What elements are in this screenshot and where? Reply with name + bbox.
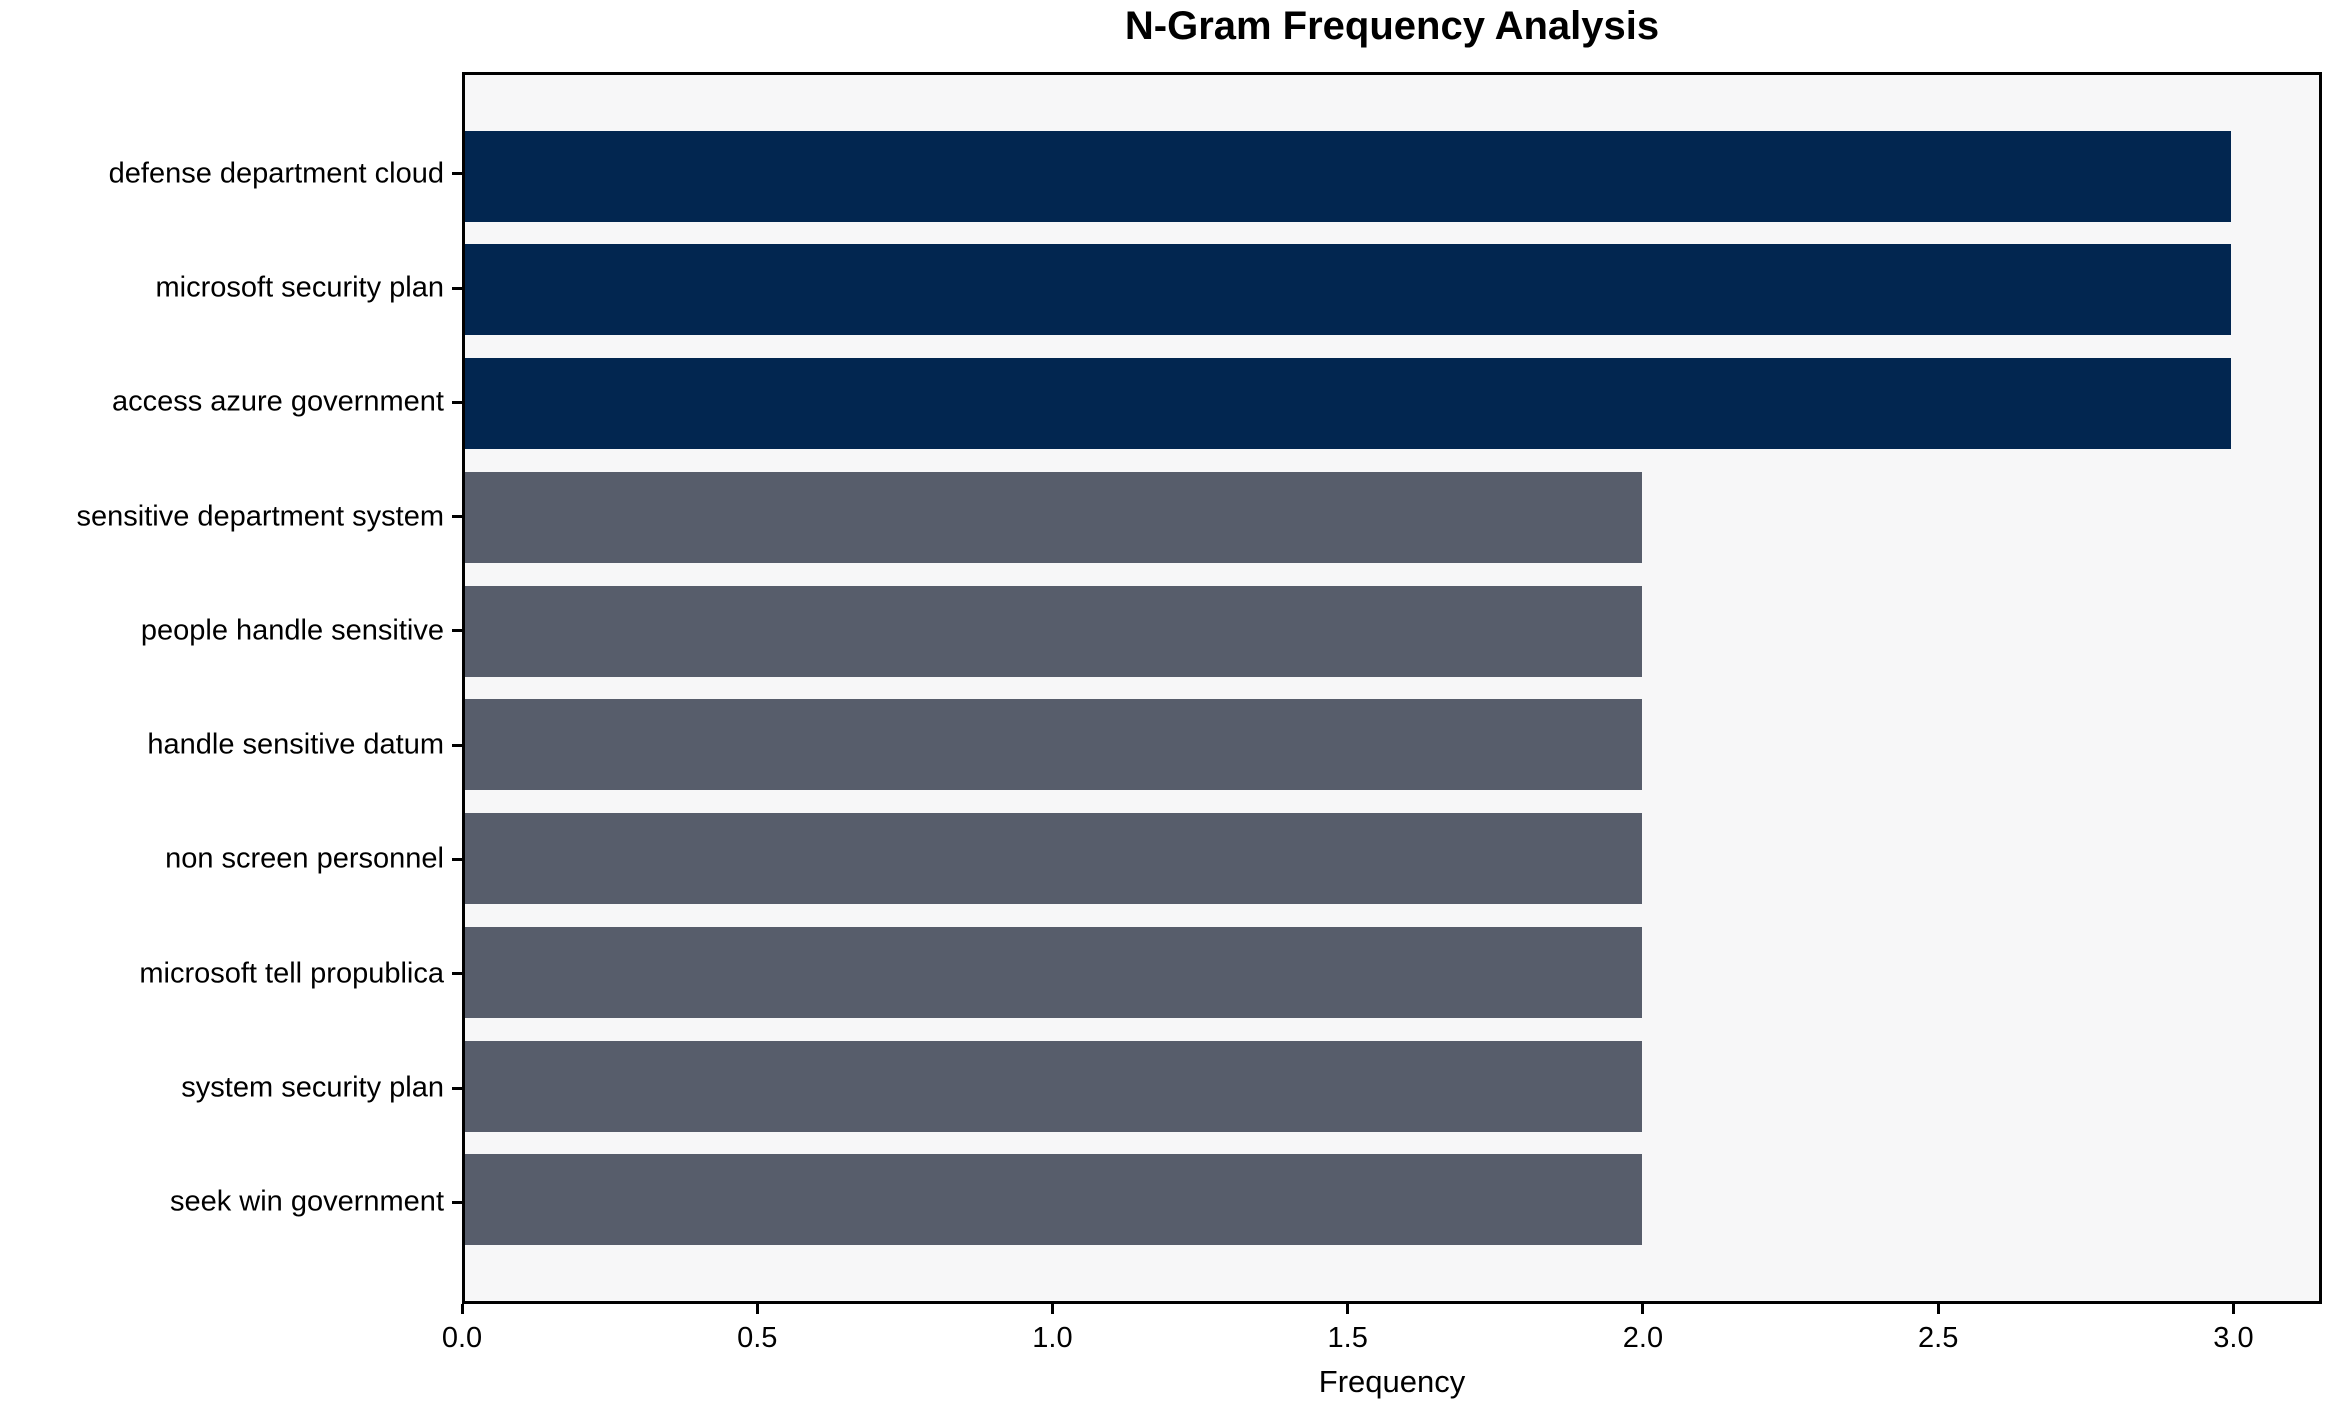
chart-title: N-Gram Frequency Analysis (1124, 4, 1660, 48)
x-tick (1346, 1304, 1350, 1314)
y-tick-label: sensitive department system (76, 500, 444, 533)
bar (465, 1040, 1643, 1132)
y-tick-label: defense department cloud (108, 157, 444, 190)
x-tick (2231, 1304, 2235, 1314)
x-tick-label: 1.5 (1327, 1322, 1368, 1354)
bar (465, 1154, 1643, 1246)
bar (465, 699, 1643, 791)
x-tick (755, 1304, 759, 1314)
bar (465, 130, 2231, 222)
y-tick (452, 286, 462, 290)
y-tick-label: microsoft tell propublica (139, 957, 444, 990)
y-tick (452, 972, 462, 976)
bar (465, 471, 1643, 563)
y-tick-label: people handle sensitive (140, 614, 444, 647)
x-tick (1936, 1304, 1940, 1314)
y-tick (452, 515, 462, 519)
y-tick-label: seek win government (169, 1185, 444, 1218)
x-tick (1641, 1304, 1645, 1314)
y-tick (452, 857, 462, 861)
bar (465, 244, 2231, 336)
x-tick-label: 0.5 (737, 1322, 778, 1354)
x-tick (1050, 1304, 1054, 1314)
x-tick-label: 2.0 (1622, 1322, 1664, 1354)
y-tick-label: non screen personnel (165, 842, 444, 875)
plot-area (462, 72, 2322, 1304)
y-tick (452, 1200, 462, 1204)
y-tick (452, 400, 462, 404)
x-tick-label: 3.0 (2213, 1322, 2254, 1354)
bar (465, 358, 2231, 450)
x-tick-label: 1.0 (1032, 1322, 1073, 1354)
y-tick (452, 1086, 462, 1090)
y-tick-label: system security plan (181, 1071, 444, 1104)
y-tick (452, 629, 462, 633)
y-tick-label: microsoft security plan (155, 271, 445, 304)
x-tick (460, 1304, 464, 1314)
x-axis-label: Frequency (1318, 1364, 1466, 1399)
y-tick (452, 743, 462, 747)
x-tick-label: 2.5 (1918, 1322, 1959, 1354)
y-tick-label: access azure government (111, 385, 444, 418)
y-tick-label: handle sensitive datum (147, 728, 444, 761)
x-tick-label: 0.0 (441, 1322, 483, 1354)
bar (465, 813, 1643, 905)
bars-group (465, 75, 2319, 1301)
y-tick (452, 172, 462, 176)
bar (465, 585, 1643, 677)
bar (465, 926, 1643, 1018)
